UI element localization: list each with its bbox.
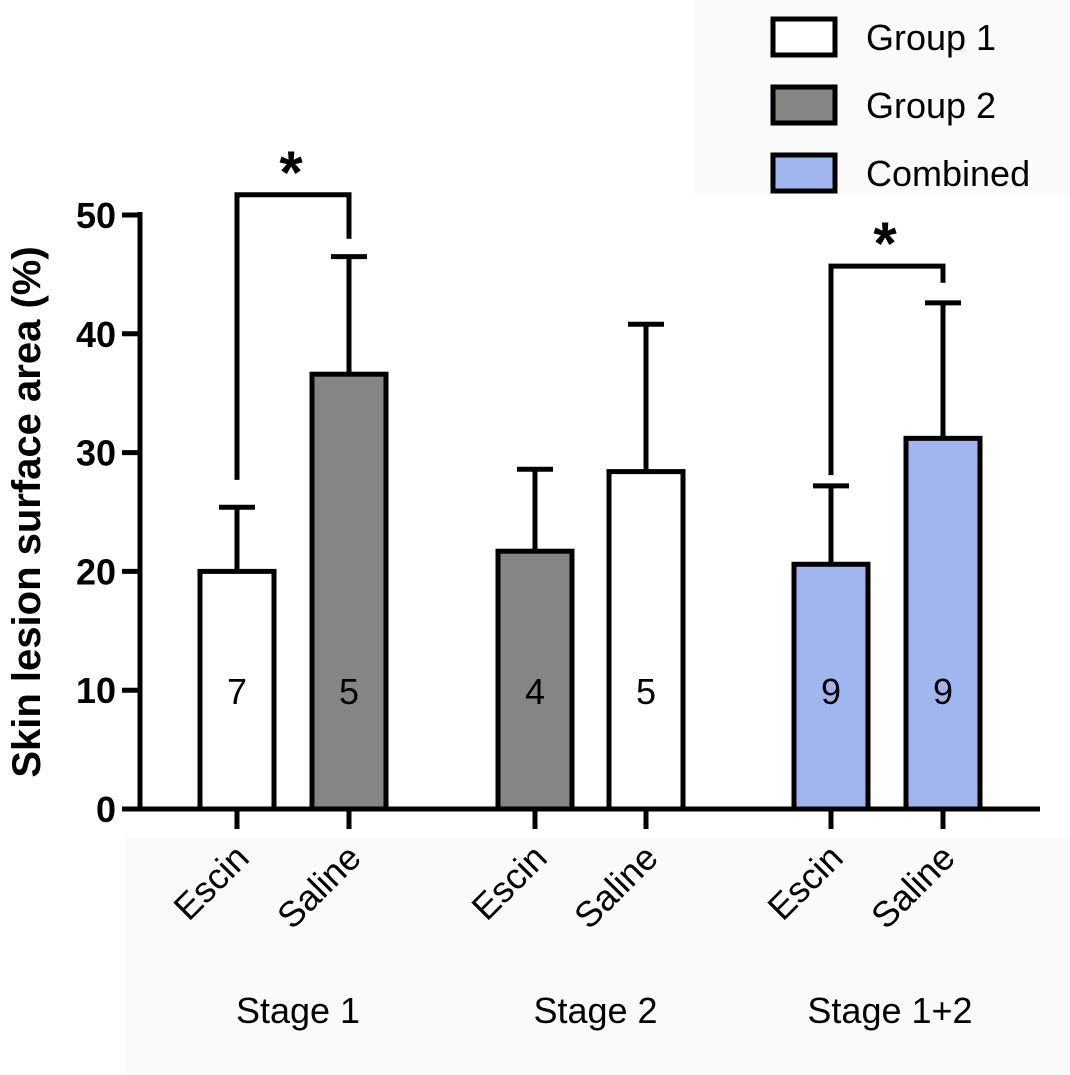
y-axis-title: Skin lesion surface area (%) xyxy=(5,246,49,777)
bar xyxy=(791,561,871,812)
x-label-panel xyxy=(125,838,1070,1075)
legend-label: Group 2 xyxy=(866,85,996,126)
y-tick-label: 20 xyxy=(76,551,116,592)
significance-marker: * xyxy=(279,139,303,206)
legend-panel xyxy=(695,0,1070,195)
bar-n-label: 9 xyxy=(933,671,953,712)
y-tick-label: 10 xyxy=(76,670,116,711)
y-tick-label: 50 xyxy=(76,195,116,236)
bar xyxy=(197,568,277,812)
significance-marker: * xyxy=(873,210,897,277)
legend-label: Combined xyxy=(866,153,1030,194)
legend-swatch xyxy=(770,84,838,126)
y-tick-label: 0 xyxy=(96,789,116,830)
legend-swatch xyxy=(770,16,838,58)
legend-swatch xyxy=(770,152,838,194)
bar-n-label: 5 xyxy=(636,671,656,712)
significance-bracket xyxy=(828,263,946,476)
group-label: Stage 1 xyxy=(236,990,360,1031)
bar-n-label: 5 xyxy=(339,671,359,712)
y-tick-label: 30 xyxy=(76,433,116,474)
significance-bracket xyxy=(234,192,352,480)
bar-n-label: 7 xyxy=(227,671,247,712)
group-label: Stage 1+2 xyxy=(807,990,972,1031)
legend-label: Group 1 xyxy=(866,17,996,58)
bar xyxy=(309,371,389,812)
bar xyxy=(903,435,983,812)
group-label: Stage 2 xyxy=(533,990,657,1031)
bar-n-label: 9 xyxy=(821,671,841,712)
bar-n-label: 4 xyxy=(525,671,545,712)
y-tick-label: 40 xyxy=(76,314,116,355)
bar xyxy=(606,469,686,812)
